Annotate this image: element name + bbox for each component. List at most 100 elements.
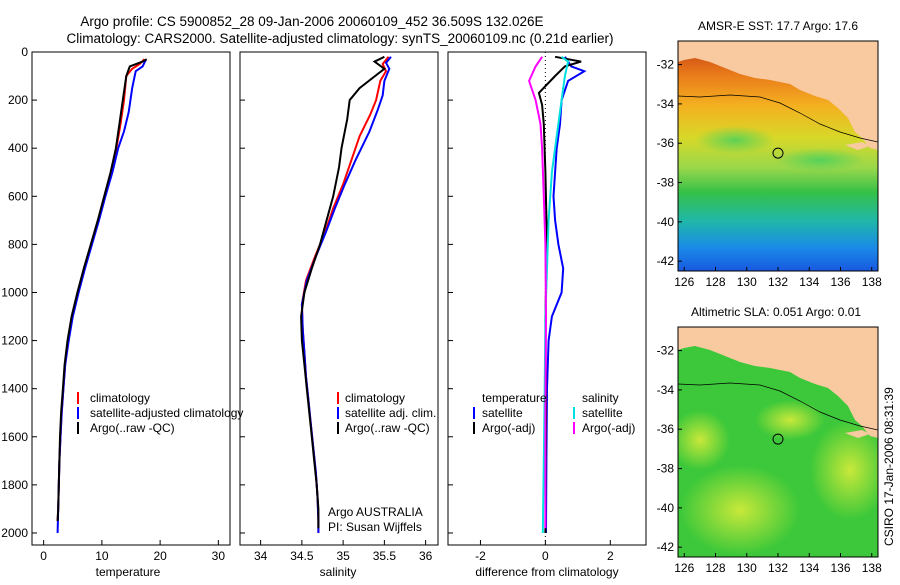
salinity-profile-lines [300,55,392,533]
longitude-tick-label: 132 [768,275,788,289]
legend-label-climatology: climatology [90,391,150,405]
depth-tick-labels: 0 200 400 600 800 1000 1200 1400 1600 1800 2000 [1,45,453,540]
longitude-tick-label: 138 [862,275,882,289]
series-line-argo-raw-qc [300,55,387,529]
latitude-tick-label: -34 [657,383,675,397]
timestamp-stamp: CSIRO 17-Jan-2006 08:31:39 [882,387,896,546]
latitude-tick-label: -32 [657,58,675,72]
salinity-panel: 34 34.5 35 35.5 36 salinity climatology sate… [239,51,439,579]
depth-tick-label: 1600 [1,430,28,444]
x-tick-label: 0 [40,549,47,563]
salinity-axes-box [239,51,439,546]
sla-shelf-contour [678,382,878,431]
depth-tick-label: 1800 [1,478,28,492]
sla-map-title: Altimetric SLA: 0.051 Argo: 0.01 [691,305,861,319]
sla-high-anomaly [678,410,730,470]
difference-profile-lines [528,55,587,534]
legend-label-temperature-satellite: satellite [482,406,523,420]
temperature-profile-lines [56,58,148,534]
sst-map-title: AMSR-E SST: 17.7 Argo: 17.6 [698,19,858,33]
float-position-marker [772,147,784,159]
float-position-marker [772,433,784,445]
legend-title-salinity: salinity [582,391,619,405]
x-tick-label: 36 [419,549,433,563]
sst-front [775,148,865,172]
difference-panel: -2 0 2 difference from climatology tempera… [447,51,647,579]
longitude-tick-label: 134 [799,275,819,289]
sla-high-anomaly [755,400,825,440]
x-tick-label: 35.5 [373,549,397,563]
difference-salinity-legend: salinity satellite Argo(-adj) [573,391,635,435]
sst-island [845,142,870,150]
depth-tick-label: 200 [8,93,28,107]
legend-label-climatology: climatology [345,391,405,405]
x-tick-label: 34.5 [290,549,314,563]
temperature-tick-labels: 0 10 20 30 [40,540,225,563]
series-line-salinity-argo-adj [528,56,548,529]
sla-island [845,430,870,438]
sla-high-anomaly [680,465,800,555]
salinity-axis-label: salinity [320,565,357,579]
longitude-tick-label: 130 [737,561,757,575]
x-tick-label: 34 [254,549,268,563]
float-owner-annotation: Argo AUSTRALIA [328,505,423,519]
longitude-tick-label: 128 [705,275,725,289]
latitude-tick-label: -38 [657,462,675,476]
sla-high-anomaly [810,420,878,520]
legend-title-temperature: temperature [482,391,547,405]
x-tick-label: 2 [607,549,614,563]
header-line-2: Climatology: CARS2000. Satellite-adjuste… [66,31,613,46]
difference-axes-box [447,51,647,546]
legend-label-satellite: satellite adj. clim. [345,406,436,420]
longitude-tick-label: 126 [674,275,694,289]
sst-land-mass [678,41,878,150]
latitude-tick-label: -32 [657,344,675,358]
latitude-tick-label: -42 [657,540,675,554]
sst-warm-eddy [695,126,775,154]
x-tick-label: 0 [542,549,549,563]
x-tick-label: -2 [475,549,486,563]
sst-shelf-contour [678,94,878,143]
longitude-tick-label: 136 [830,561,850,575]
longitude-tick-label: 126 [674,561,694,575]
longitude-tick-label: 130 [737,275,757,289]
latitude-tick-label: -40 [657,215,675,229]
depth-tick-label: 400 [8,141,28,155]
latitude-tick-label: -34 [657,97,675,111]
sla-map-panel: Altimetric SLA: 0.051 Argo: 0.01 126 128 1… [657,305,882,575]
legend-label-salinity-argo: Argo(-adj) [582,421,635,435]
depth-tick-label: 800 [8,237,28,251]
depth-tick-label: 600 [8,189,28,203]
latitude-tick-label: -42 [657,254,675,268]
series-line-temperature-satellite [545,56,587,534]
difference-tick-labels: -2 0 2 [475,540,614,563]
salinity-tick-labels: 34 34.5 35 35.5 36 [254,540,433,563]
sla-land-mass [678,327,878,438]
latitude-tick-label: -36 [657,422,675,436]
x-tick-label: 10 [95,549,109,563]
sst-map-tick-labels: 126 128 130 132 134 136 138 -32 -34 -36 -38 -40 -42 [657,58,882,289]
series-line-climatology [56,58,146,522]
latitude-tick-label: -36 [657,136,675,150]
difference-axis-label: difference from climatology [475,565,618,579]
latitude-tick-label: -38 [657,176,675,190]
depth-tick-label: 1400 [1,382,28,396]
temperature-legend: climatology satellite-adjusted climatolo… [77,391,243,435]
legend-label-temperature-argo: Argo(-adj) [482,421,535,435]
longitude-tick-label: 136 [830,275,850,289]
temperature-panel: 0 200 400 600 800 1000 1200 1400 1600 1800 2000 0 1… [1,45,453,579]
temperature-axis-label: temperature [96,565,161,579]
depth-tick-label: 2000 [1,526,28,540]
latitude-tick-label: -40 [657,501,675,515]
series-line-argo-raw-qc [56,58,148,522]
depth-tick-label: 1200 [1,334,28,348]
x-tick-label: 35 [336,549,350,563]
legend-label-salinity-satellite: satellite [582,406,623,420]
sla-map-field [678,327,878,557]
sst-map-panel: AMSR-E SST: 17.7 Argo: 17.6 126 128 130 132… [657,19,882,289]
depth-tick-label: 1000 [1,285,28,299]
difference-temperature-legend: temperature satellite Argo(-adj) [473,391,547,435]
header-line-1: Argo profile: CS 5900852_28 09-Jan-2006 … [80,14,543,29]
